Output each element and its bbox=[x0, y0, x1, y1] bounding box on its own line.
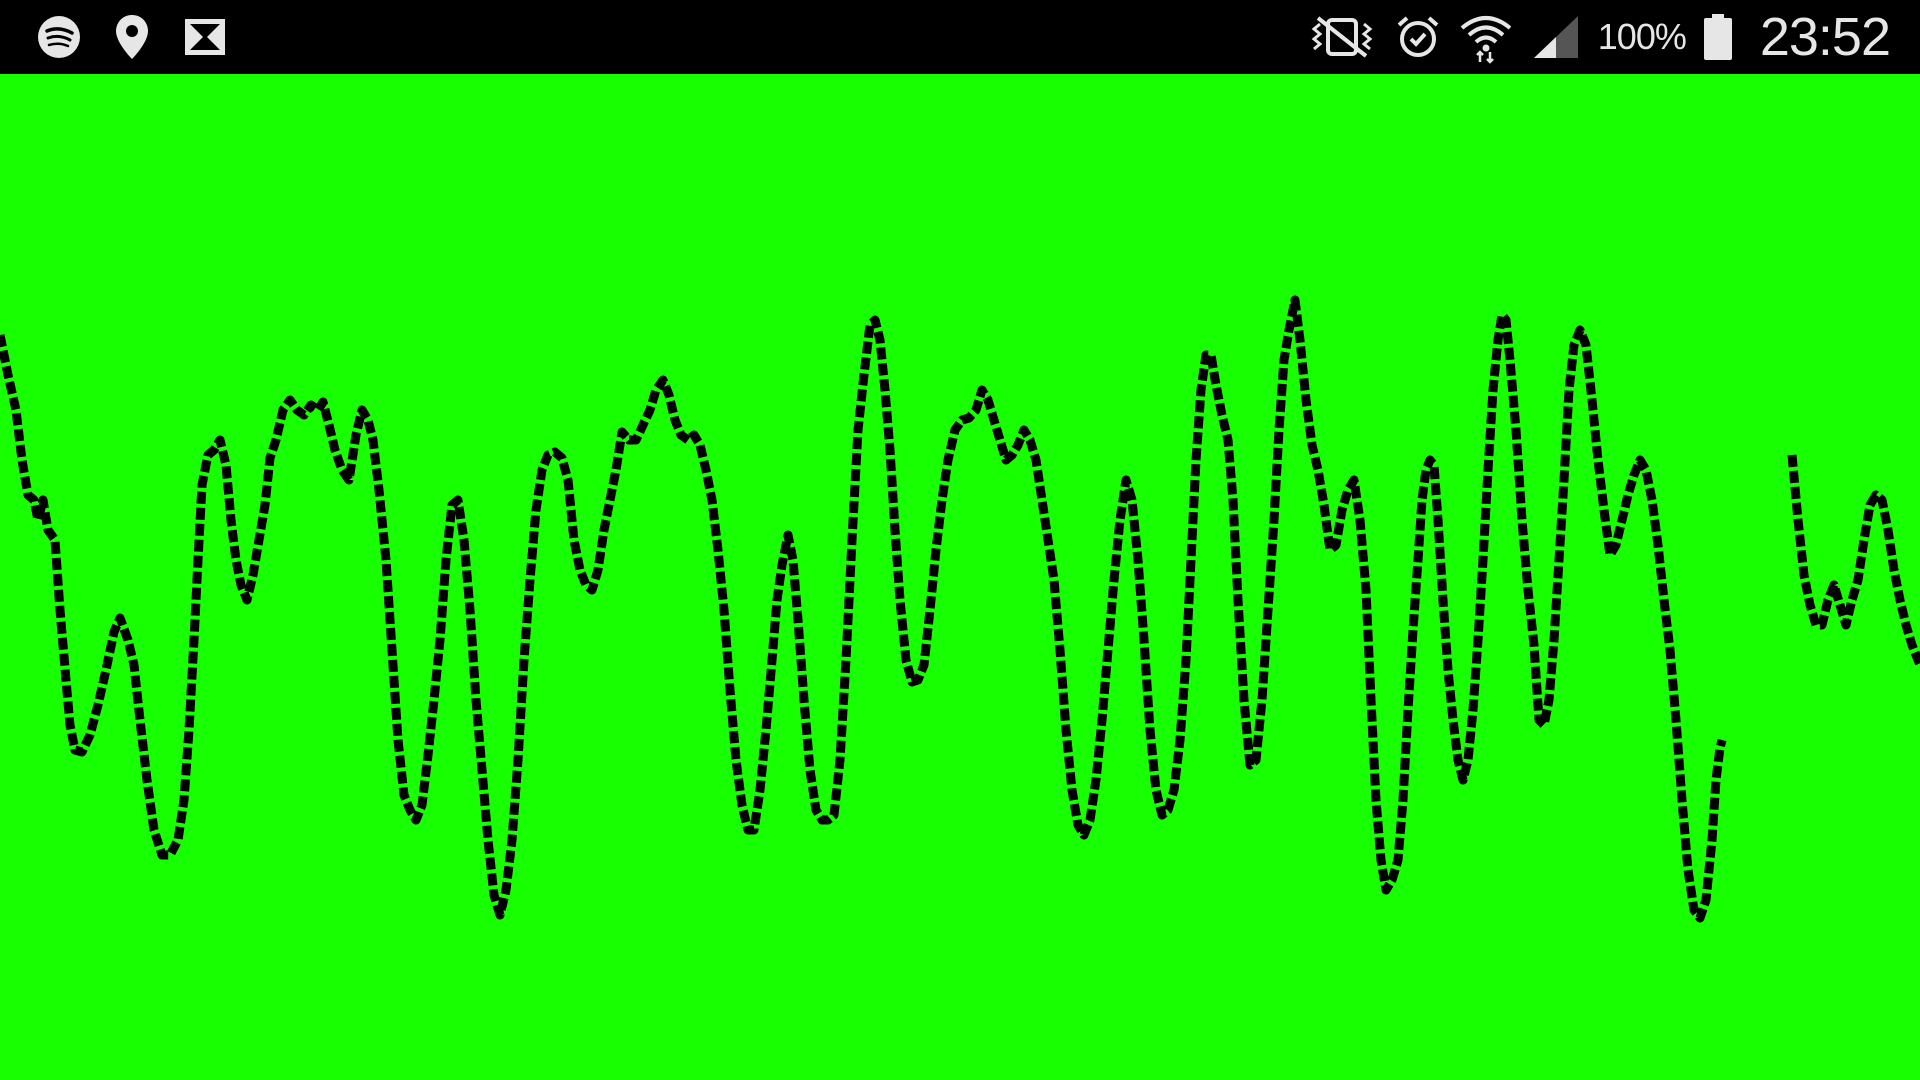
status-bar-right-icons: 100% 23:52 bbox=[1306, 0, 1891, 74]
vibrate-mode-icon bbox=[1306, 14, 1378, 60]
location-pin-icon bbox=[112, 13, 152, 61]
waveform-canvas bbox=[0, 74, 1920, 1080]
visualizer-background bbox=[0, 74, 1920, 1080]
wifi-icon bbox=[1458, 10, 1514, 64]
waveform-line-segment bbox=[1787, 454, 1920, 667]
status-bar: 100% 23:52 bbox=[0, 0, 1920, 74]
cellular-signal-icon bbox=[1530, 12, 1582, 62]
spotify-icon bbox=[36, 14, 82, 60]
status-bar-left-icons bbox=[36, 0, 228, 74]
notification-app-icon bbox=[182, 16, 228, 58]
waveform-line bbox=[0, 295, 1727, 923]
alarm-icon bbox=[1394, 13, 1442, 61]
status-bar-clock: 23:52 bbox=[1759, 7, 1891, 67]
waveform-visualizer bbox=[0, 74, 1920, 1080]
battery-percentage: 100% bbox=[1597, 16, 1687, 57]
battery-icon bbox=[1702, 12, 1734, 62]
